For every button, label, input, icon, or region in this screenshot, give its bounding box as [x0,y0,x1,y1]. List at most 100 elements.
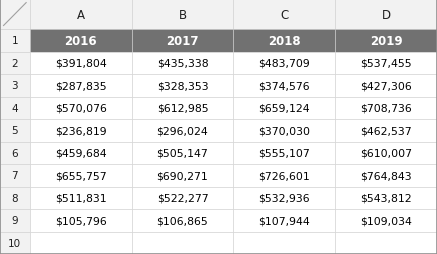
Text: 2017: 2017 [166,35,199,48]
Text: $109,034: $109,034 [360,215,412,225]
Bar [0,75,30,97]
Text: $612,985: $612,985 [156,103,208,113]
Text: $236,819: $236,819 [55,126,107,136]
Text: 2: 2 [11,59,18,69]
Text: $522,277: $522,277 [156,193,208,203]
Bar [132,120,233,142]
Bar [0,120,30,142]
Text: $287,835: $287,835 [55,81,107,91]
Bar [30,120,132,142]
Text: $296,024: $296,024 [156,126,208,136]
Bar [132,142,233,164]
Bar [0,97,30,120]
Text: 2019: 2019 [370,35,402,48]
Text: $655,757: $655,757 [55,171,107,181]
Text: $483,709: $483,709 [258,59,310,69]
Text: 8: 8 [11,193,18,203]
Text: $690,271: $690,271 [156,171,208,181]
Bar [233,0,335,30]
Text: C: C [280,9,288,21]
Text: $427,306: $427,306 [360,81,412,91]
Bar [132,232,233,254]
Bar [0,0,30,30]
Bar [233,232,335,254]
Bar [233,52,335,75]
Bar [335,0,437,30]
Bar [30,142,132,164]
Bar [132,187,233,209]
Bar [335,75,437,97]
Text: $462,537: $462,537 [360,126,412,136]
Bar [0,30,30,52]
Bar [233,209,335,232]
Bar [0,187,30,209]
Text: B: B [178,9,187,21]
Text: $105,796: $105,796 [55,215,107,225]
Bar [30,232,132,254]
Bar [0,142,30,164]
Bar [132,52,233,75]
Bar [233,142,335,164]
Bar [30,30,132,52]
Bar [132,75,233,97]
Text: 3: 3 [11,81,18,91]
Text: 6: 6 [11,148,18,158]
Text: $435,338: $435,338 [156,59,208,69]
Text: $570,076: $570,076 [55,103,107,113]
Text: A: A [76,9,85,21]
Text: $505,147: $505,147 [156,148,208,158]
Text: 7: 7 [11,171,18,181]
Bar [335,97,437,120]
Text: D: D [382,9,391,21]
Bar [335,142,437,164]
Bar [30,187,132,209]
Text: $459,684: $459,684 [55,148,107,158]
Bar [132,97,233,120]
Text: 10: 10 [8,238,21,248]
Bar [233,120,335,142]
Text: $532,936: $532,936 [258,193,310,203]
Bar [132,0,233,30]
Bar [30,209,132,232]
Bar [335,232,437,254]
Bar [335,209,437,232]
Text: $370,030: $370,030 [258,126,310,136]
Bar [0,164,30,187]
Text: 4: 4 [11,103,18,113]
Bar [0,232,30,254]
Bar [233,187,335,209]
Bar [335,187,437,209]
Bar [30,0,132,30]
Text: $107,944: $107,944 [258,215,310,225]
Text: 5: 5 [11,126,18,136]
Text: $511,831: $511,831 [55,193,107,203]
Text: $543,812: $543,812 [360,193,412,203]
Bar [132,164,233,187]
Bar [30,52,132,75]
Text: $610,007: $610,007 [360,148,412,158]
Text: $659,124: $659,124 [258,103,310,113]
Bar [335,30,437,52]
Bar [132,209,233,232]
Text: $106,865: $106,865 [156,215,208,225]
Bar [30,164,132,187]
Text: $374,576: $374,576 [258,81,310,91]
Text: $391,804: $391,804 [55,59,107,69]
Bar [30,97,132,120]
Bar [233,97,335,120]
Text: 2016: 2016 [64,35,97,48]
Bar [132,30,233,52]
Text: 1: 1 [11,36,18,46]
Text: 2018: 2018 [268,35,301,48]
Text: $764,843: $764,843 [360,171,412,181]
Bar [335,52,437,75]
Text: $726,601: $726,601 [258,171,310,181]
Bar [233,30,335,52]
Text: $555,107: $555,107 [258,148,310,158]
Bar [233,164,335,187]
Text: $537,455: $537,455 [360,59,412,69]
Bar [335,164,437,187]
Text: 9: 9 [11,215,18,225]
Bar [335,120,437,142]
Bar [30,75,132,97]
